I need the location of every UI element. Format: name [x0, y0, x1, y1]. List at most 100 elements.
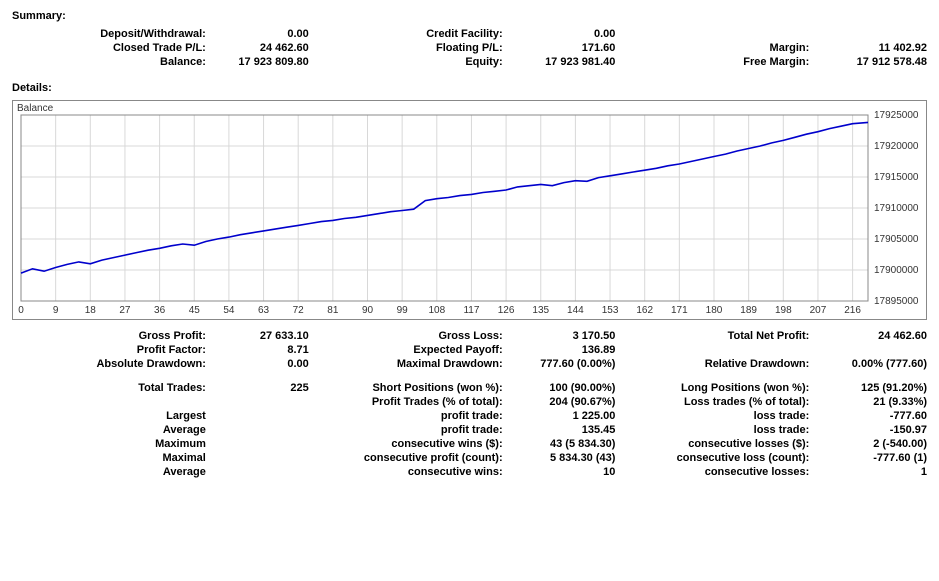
- stat-label: Profit Trades (% of total):: [309, 396, 507, 408]
- stat-label: consecutive profit (count):: [309, 452, 507, 464]
- stat-label: Maximal: [12, 452, 210, 464]
- label-free-margin: Free Margin:: [615, 56, 813, 68]
- label-deposit: Deposit/Withdrawal:: [12, 28, 210, 40]
- chart-title: Balance: [17, 103, 53, 114]
- svg-text:17925000: 17925000: [874, 110, 919, 121]
- value-equity: 17 923 981.40: [507, 56, 616, 68]
- svg-text:198: 198: [775, 305, 792, 316]
- label-margin: Margin:: [615, 42, 813, 54]
- svg-text:153: 153: [602, 305, 619, 316]
- svg-text:162: 162: [636, 305, 653, 316]
- svg-text:216: 216: [844, 305, 861, 316]
- svg-text:54: 54: [223, 305, 235, 316]
- svg-text:171: 171: [671, 305, 688, 316]
- stat-value: 1 225.00: [507, 410, 616, 422]
- stat-label: Long Positions (won %):: [615, 382, 813, 394]
- stat-value: 135.45: [507, 424, 616, 436]
- svg-text:72: 72: [293, 305, 305, 316]
- balance-chart-svg: 1789500017900000179050001791000017915000…: [13, 101, 926, 319]
- stat-label: profit trade:: [309, 424, 507, 436]
- label-equity: Equity:: [309, 56, 507, 68]
- summary-row-2: Closed Trade P/L: 24 462.60 Floating P/L…: [12, 42, 927, 54]
- stat-value: 204 (90.67%): [507, 396, 616, 408]
- stat-value: 125 (91.20%): [813, 382, 927, 394]
- stats-row: Profit Factor:8.71Expected Payoff:136.89: [12, 344, 927, 356]
- stat-value: 10: [507, 466, 616, 478]
- details-heading: Details:: [12, 82, 927, 94]
- svg-text:9: 9: [53, 305, 59, 316]
- value-floating-pl: 171.60: [507, 42, 616, 54]
- stat-label: consecutive wins:: [309, 466, 507, 478]
- svg-text:17905000: 17905000: [874, 234, 919, 245]
- stat-value: 225: [210, 382, 309, 394]
- stat-value: 2 (-540.00): [813, 438, 927, 450]
- value-closed-pl: 24 462.60: [210, 42, 309, 54]
- svg-text:135: 135: [532, 305, 549, 316]
- stats-row: Profit Trades (% of total):204 (90.67%)L…: [12, 396, 927, 408]
- summary-row-1: Deposit/Withdrawal: 0.00 Credit Facility…: [12, 28, 927, 40]
- stat-label: Average: [12, 424, 210, 436]
- svg-text:17895000: 17895000: [874, 296, 919, 307]
- stat-label: loss trade:: [615, 424, 813, 436]
- stat-label: Total Net Profit:: [615, 330, 813, 342]
- svg-text:0: 0: [18, 305, 24, 316]
- stat-value: 24 462.60: [813, 330, 927, 342]
- stat-label: Loss trades (% of total):: [615, 396, 813, 408]
- value-balance: 17 923 809.80: [210, 56, 309, 68]
- stats-row: Gross Profit:27 633.10Gross Loss:3 170.5…: [12, 330, 927, 342]
- label-closed-pl: Closed Trade P/L:: [12, 42, 210, 54]
- stat-value: 0.00: [210, 358, 309, 370]
- value-deposit: 0.00: [210, 28, 309, 40]
- svg-text:99: 99: [397, 305, 409, 316]
- stat-value: 0.00% (777.60): [813, 358, 927, 370]
- stat-value: 3 170.50: [507, 330, 616, 342]
- svg-text:81: 81: [327, 305, 339, 316]
- stat-value: 5 834.30 (43): [507, 452, 616, 464]
- stat-label: Largest: [12, 410, 210, 422]
- stat-label: Relative Drawdown:: [615, 358, 813, 370]
- stat-label: consecutive losses:: [615, 466, 813, 478]
- svg-text:108: 108: [428, 305, 445, 316]
- stat-label: Absolute Drawdown:: [12, 358, 210, 370]
- stat-label: consecutive loss (count):: [615, 452, 813, 464]
- stat-value: -777.60: [813, 410, 927, 422]
- svg-text:144: 144: [567, 305, 584, 316]
- svg-text:63: 63: [258, 305, 270, 316]
- stat-value: -777.60 (1): [813, 452, 927, 464]
- stat-value: 100 (90.00%): [507, 382, 616, 394]
- stat-label: Total Trades:: [12, 382, 210, 394]
- svg-text:36: 36: [154, 305, 166, 316]
- stats-row: Absolute Drawdown:0.00Maximal Drawdown:7…: [12, 358, 927, 370]
- svg-text:180: 180: [706, 305, 723, 316]
- label-floating-pl: Floating P/L:: [309, 42, 507, 54]
- stats-row: Largestprofit trade:1 225.00loss trade:-…: [12, 410, 927, 422]
- stat-label: Expected Payoff:: [309, 344, 507, 356]
- stats-row: Average consecutive wins:10consecutive lo…: [12, 466, 927, 478]
- stat-label: Gross Loss:: [309, 330, 507, 342]
- summary-heading: Summary:: [12, 10, 927, 22]
- stat-value: -150.97: [813, 424, 927, 436]
- svg-text:17920000: 17920000: [874, 141, 919, 152]
- stat-value: 21 (9.33%): [813, 396, 927, 408]
- svg-text:17915000: 17915000: [874, 172, 919, 183]
- stat-value: 1: [813, 466, 927, 478]
- summary-row-3: Balance: 17 923 809.80 Equity: 17 923 98…: [12, 56, 927, 68]
- value-margin: 11 402.92: [813, 42, 927, 54]
- stat-value: 43 (5 834.30): [507, 438, 616, 450]
- stat-value: 777.60 (0.00%): [507, 358, 616, 370]
- stats-row: Maximum consecutive wins ($):43 (5 834.30…: [12, 438, 927, 450]
- stat-label: Maximal Drawdown:: [309, 358, 507, 370]
- svg-text:27: 27: [119, 305, 131, 316]
- svg-text:117: 117: [463, 305, 479, 316]
- svg-text:189: 189: [740, 305, 757, 316]
- stat-label: consecutive wins ($):: [309, 438, 507, 450]
- stats-row: Average profit trade:135.45loss trade:-15…: [12, 424, 927, 436]
- value-free-margin: 17 912 578.48: [813, 56, 927, 68]
- stat-label: Average: [12, 466, 210, 478]
- value-credit: 0.00: [507, 28, 616, 40]
- stat-value: 136.89: [507, 344, 616, 356]
- stat-label: Maximum: [12, 438, 210, 450]
- svg-text:90: 90: [362, 305, 374, 316]
- stat-label: Gross Profit:: [12, 330, 210, 342]
- svg-text:17910000: 17910000: [874, 203, 919, 214]
